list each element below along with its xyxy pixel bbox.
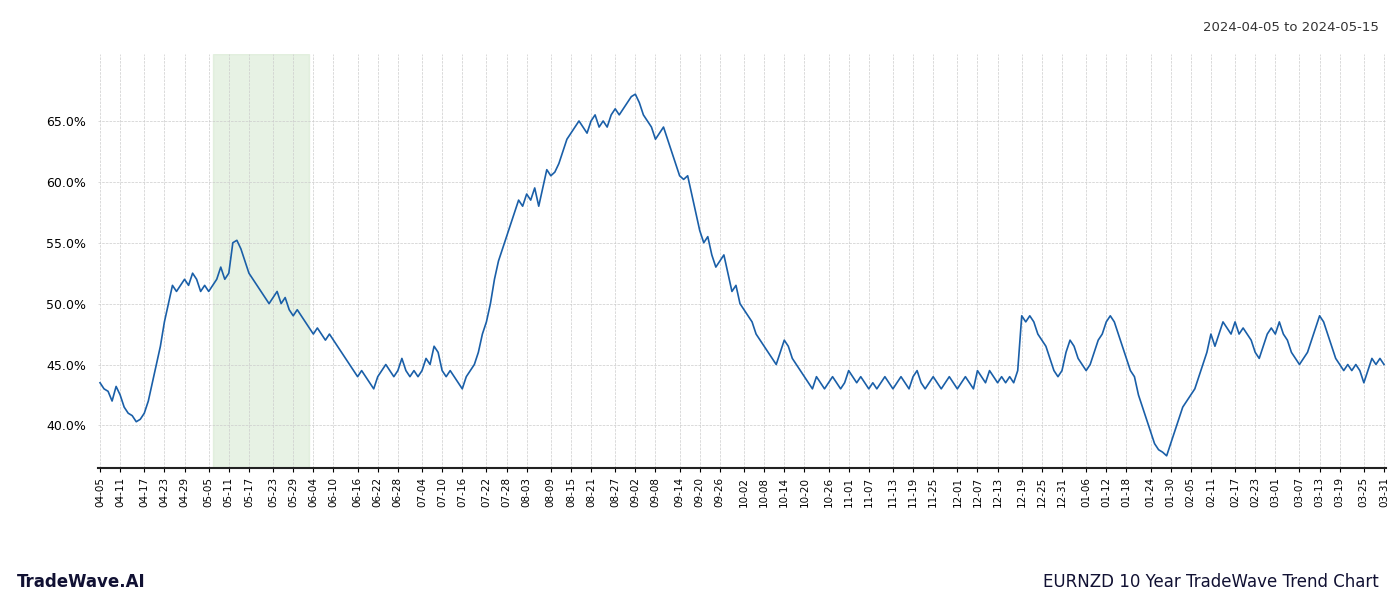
- Text: 2024-04-05 to 2024-05-15: 2024-04-05 to 2024-05-15: [1203, 21, 1379, 34]
- Text: EURNZD 10 Year TradeWave Trend Chart: EURNZD 10 Year TradeWave Trend Chart: [1043, 573, 1379, 591]
- Text: TradeWave.AI: TradeWave.AI: [17, 573, 146, 591]
- Bar: [213, 54, 309, 468]
